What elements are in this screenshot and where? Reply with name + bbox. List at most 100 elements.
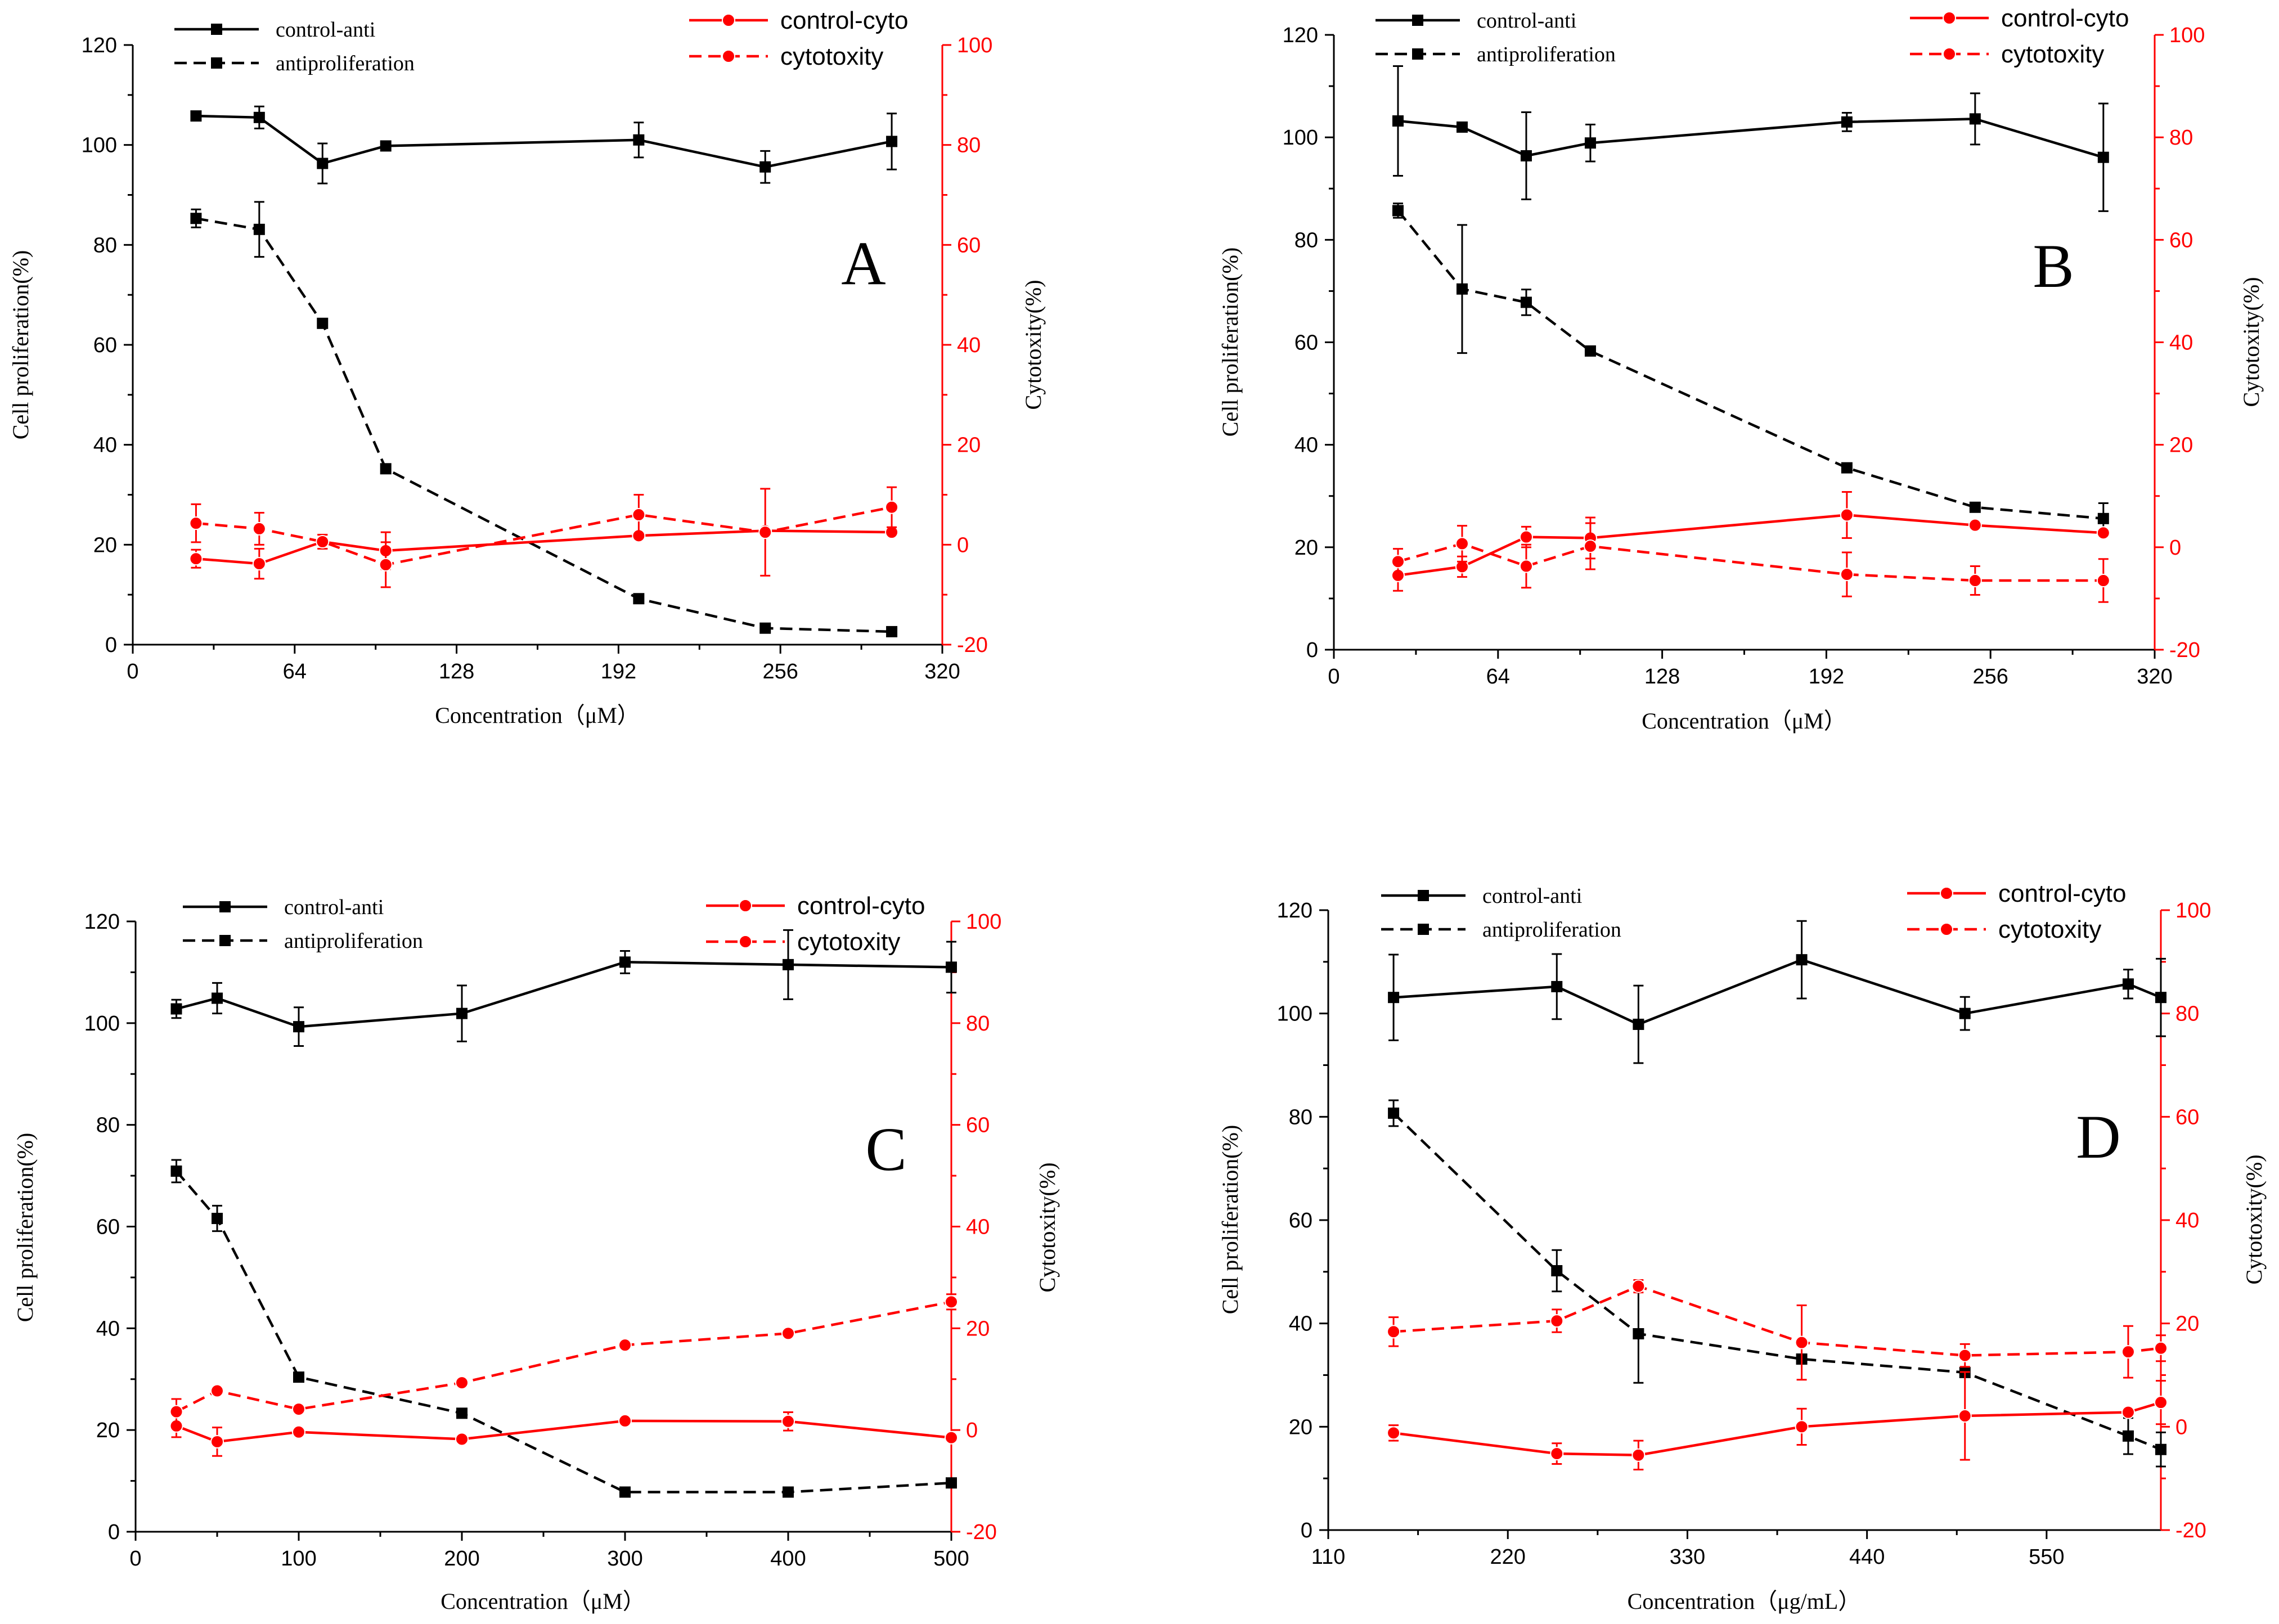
- panel-a-y2-tick-label: 80: [957, 134, 981, 158]
- panel-c-antiproliferation-line: [175, 1170, 952, 1493]
- panel-c-cytotoxity-point: [210, 1384, 224, 1398]
- panel-b-y2-tick-label: 100: [2169, 24, 2205, 47]
- panel-d-control-cyto-point: [2154, 1396, 2168, 1410]
- panel-b-x-tick-label: 192: [1809, 665, 1844, 689]
- panel-b-y-tick-label: 20: [1294, 536, 1318, 560]
- panel-b-y-tick-label: 120: [1283, 24, 1318, 47]
- panel-b-control-anti-point: [1969, 113, 1981, 125]
- panel-b-y-tick-label: 40: [1294, 434, 1318, 457]
- panel-c-y-tick-label: 60: [96, 1216, 120, 1239]
- panel-d-control-cyto-point: [2121, 1405, 2135, 1419]
- panel-a-legend-marker-control-cyto: [722, 14, 735, 27]
- panel-c-y-axis-label: Cell proliferation(%): [12, 1133, 38, 1322]
- panel-d-y2-tick-label: -20: [2175, 1519, 2206, 1542]
- panel-a-cytotoxity-point: [316, 535, 330, 549]
- panel-d-y-tick-label: 20: [1289, 1415, 1312, 1439]
- panel-c-control-cyto-point: [781, 1414, 795, 1428]
- panel-d-y2-axis-label: Cytotoxity(%): [2241, 1154, 2267, 1284]
- panel-a-cytotoxity-point: [885, 500, 899, 514]
- panel-a-y-tick-label: 80: [93, 233, 117, 257]
- panel-a-y2-tick-label: 60: [957, 233, 981, 257]
- panel-c-cytotoxity-point: [169, 1405, 183, 1419]
- panel-c-antiproliferation-point: [783, 1486, 794, 1498]
- panel-d-control-anti-point: [2122, 978, 2134, 990]
- panel-b-control-cyto-line: [1397, 514, 2103, 577]
- panel-b-antiproliferation-point: [1392, 205, 1404, 217]
- panel-d-cytotoxity-point: [1795, 1335, 1809, 1349]
- panel-a-cytotoxity-point: [252, 521, 266, 536]
- panel-c-cytotoxity-point: [292, 1402, 305, 1416]
- panel-d-control-anti-point: [2155, 992, 2166, 1004]
- panel-a-y2-tick-label: 0: [957, 533, 969, 557]
- panel-a-control-cyto-point: [252, 557, 266, 571]
- panel-d-x-tick-label: 440: [1849, 1545, 1885, 1569]
- panel-d-control-anti-point: [1633, 1018, 1644, 1030]
- panel-d-y2-tick-label: 20: [2175, 1312, 2199, 1336]
- panel-c-y2-tick-label: 20: [966, 1317, 990, 1340]
- panel-b-x-tick-label: 64: [1486, 665, 1510, 689]
- panel-b-control-cyto-point: [1968, 518, 1982, 532]
- panel-c-control-anti-point: [946, 961, 957, 973]
- panel-b-x-tick-label: 128: [1644, 665, 1680, 689]
- panel-a-legend-label-control-cyto: control-cyto: [780, 7, 908, 34]
- panel-b-legend-marker-cytotoxity: [1943, 47, 1956, 61]
- panel-b-y2-tick-label: 0: [2169, 536, 2181, 560]
- panel-c-control-cyto-point: [292, 1425, 305, 1439]
- panel-c-y2-tick-label: 100: [966, 910, 1001, 934]
- panel-c-x-tick-label: 400: [770, 1547, 806, 1571]
- panel-c-antiproliferation-point: [212, 1213, 223, 1225]
- panel-c-y2-tick-label: 60: [966, 1114, 990, 1137]
- panel-d-cytotoxity-point: [2121, 1345, 2135, 1359]
- panel-d-x-tick-label: 110: [1311, 1545, 1346, 1569]
- panel-b-legend-marker-control-cyto: [1943, 11, 1956, 25]
- panel-a-antiproliferation-point: [633, 593, 645, 605]
- panel-c-antiproliferation-point: [456, 1407, 468, 1419]
- panel-b-control-anti-point: [1841, 116, 1853, 128]
- panel-b-antiproliferation-point: [1969, 501, 1981, 513]
- panel-d-control-cyto-point: [1795, 1420, 1809, 1434]
- panel-d-y-axis-label: Cell proliferation(%): [1217, 1125, 1243, 1315]
- panel-d-antiproliferation-point: [2155, 1443, 2166, 1455]
- panel-a-y-tick-label: 60: [93, 334, 117, 357]
- panel-a-x-tick-label: 320: [924, 660, 960, 683]
- panel-a-x-axis-label: Concentration（μM）: [435, 703, 640, 728]
- panel-a-y2-axis-label: Cytotoxity(%): [1021, 280, 1046, 410]
- panel-a-antiproliferation-line: [196, 217, 892, 633]
- panel-b-antiproliferation-point: [2097, 512, 2109, 524]
- panel-b-panel-label: B: [2033, 232, 2074, 300]
- panel-d-antiproliferation-line: [1392, 1112, 2161, 1451]
- panel-d-legend-marker-cytotoxity: [1940, 923, 1953, 936]
- panel-c-cytotoxity-point: [781, 1326, 795, 1340]
- panel-b-y2-tick-label: 80: [2169, 126, 2193, 150]
- panel-d-y-tick-label: 120: [1277, 899, 1312, 923]
- panel-d-cytotoxity-point: [1631, 1279, 1646, 1293]
- panel-c-legend-label-control-anti: control-anti: [284, 896, 384, 919]
- panel-c-control-cyto-point: [618, 1414, 632, 1428]
- panel-d-control-cyto-point: [1958, 1409, 1972, 1423]
- panel-a-x-tick-label: 64: [283, 660, 307, 683]
- panel-a-x-tick-label: 128: [439, 660, 474, 683]
- panel-c-control-cyto-point: [455, 1432, 469, 1446]
- panel-b-y2-tick-label: 40: [2169, 331, 2193, 355]
- panel-a-control-cyto-line: [196, 529, 892, 565]
- panel-b-antiproliferation-point: [1456, 283, 1468, 295]
- panel-d-x-tick-label: 550: [2029, 1545, 2064, 1569]
- panel-b-antiproliferation-point: [1520, 296, 1532, 308]
- panel-b-y2-axis-label: Cytotoxity(%): [2238, 277, 2264, 407]
- panel-c-y2-axis-label: Cytotoxity(%): [1035, 1162, 1060, 1292]
- panel-c-y-tick-label: 80: [96, 1114, 120, 1137]
- panel-b-antiproliferation-point: [1841, 462, 1853, 474]
- panel-a-cytotoxity-point: [758, 525, 772, 539]
- panel-c-y2-tick-label: 40: [966, 1216, 990, 1239]
- panel-c-antiproliferation-point: [293, 1371, 304, 1383]
- panel-c-control-anti-point: [170, 1003, 182, 1015]
- panel-b-control-cyto-point: [1519, 530, 1533, 544]
- panel-a-antiproliferation-point: [317, 317, 329, 329]
- panel-c-legend-marker-control-anti: [219, 901, 231, 912]
- panel-c-legend-label-control-cyto: control-cyto: [797, 892, 925, 920]
- panel-b-legend-marker-antiproliferation: [1412, 48, 1423, 60]
- panel-a-legend-label-antiproliferation: antiproliferation: [276, 52, 415, 75]
- panel-b-control-anti-point: [2097, 151, 2109, 163]
- panel-b-cytotoxity-point: [1583, 539, 1597, 554]
- panel-c-control-anti-point: [619, 956, 631, 968]
